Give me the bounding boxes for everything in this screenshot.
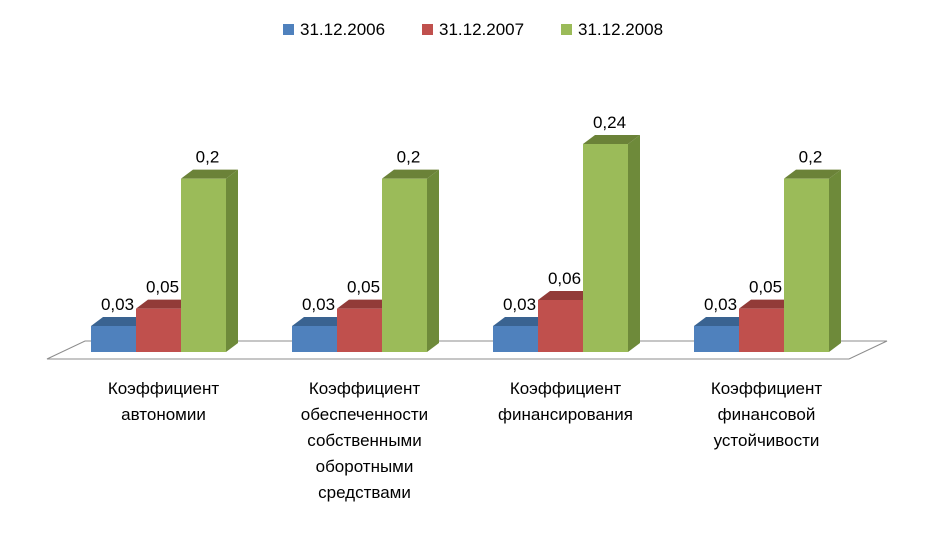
bar-top-face [337,299,394,309]
bar-side-face [628,135,640,352]
category-label: собственными [307,431,421,450]
category-label: Коэффициент [309,379,421,398]
data-label: 0,03 [704,295,737,314]
data-label: 0,2 [397,148,421,167]
legend-item: 31.12.2008 [561,20,663,39]
legend-item: 31.12.2007 [422,20,524,39]
category-label: оборотными [316,457,414,476]
bar-top-face [583,135,640,144]
bar-front-face [694,326,739,352]
legend-swatch [283,24,294,35]
data-label: 0,05 [146,278,179,297]
bar-3-series-3 [583,135,640,352]
data-label: 0,03 [302,295,335,314]
bar-top-face [292,317,349,326]
bar-side-face [427,169,439,352]
legend-label: 31.12.2008 [578,20,663,39]
bar-front-face [181,178,226,352]
legend-label: 31.12.2007 [439,20,524,39]
category-label: финансовой [718,405,816,424]
data-label: 0,03 [101,295,134,314]
data-label: 0,03 [503,295,536,314]
category-label: обеспеченности [301,405,428,424]
bar-top-face [538,291,595,300]
bar-front-face [382,178,427,352]
bar-front-face [739,308,784,352]
bar-side-face [829,169,841,352]
data-label: 0,05 [347,278,380,297]
bar-front-face [784,178,829,352]
data-label: 0,2 [196,148,220,167]
bar-top-face [784,169,841,179]
category-label: финансирования [498,405,633,424]
category-label: Коэффициент [510,379,622,398]
bar-front-face [493,326,538,352]
bar-front-face [583,144,628,352]
category-label: Коэффициент [711,379,823,398]
bar-4-series-3 [784,169,841,352]
legend-swatch [561,24,572,35]
data-label: 0,05 [749,278,782,297]
category-label: автономии [121,405,206,424]
category-label: Коэффициент [108,379,220,398]
bar-front-face [538,300,583,352]
bar-front-face [136,308,181,352]
data-label: 0,24 [593,113,626,132]
bar-front-face [292,326,337,352]
bar-top-face [136,299,193,309]
data-label: 0,2 [799,148,823,167]
legend-item: 31.12.2006 [283,20,385,39]
bar-top-face [91,317,148,326]
bar-2-series-3 [382,169,439,352]
bar-front-face [337,308,382,352]
bar-front-face [91,326,136,352]
bar-top-face [694,317,751,326]
legend-label: 31.12.2006 [300,20,385,39]
category-label: устойчивости [714,431,820,450]
data-label: 0,06 [548,269,581,288]
chart-floor [46,340,888,360]
bar-top-face [493,317,550,326]
bar-side-face [226,169,238,352]
bar-top-face [739,299,796,309]
bar-top-face [382,169,439,179]
bar-1-series-3 [181,169,238,352]
legend-swatch [422,24,433,35]
category-label: средствами [318,483,411,502]
bar-top-face [181,169,238,179]
